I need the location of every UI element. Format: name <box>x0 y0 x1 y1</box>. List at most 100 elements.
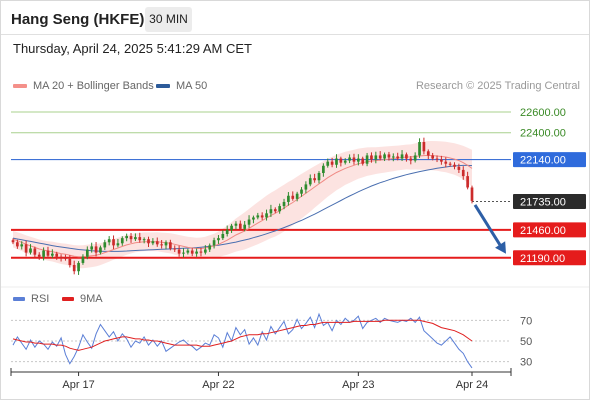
candle-body-65 <box>295 193 299 199</box>
ma50-line <box>12 164 473 252</box>
candle-body-56 <box>256 215 260 218</box>
candle-body-18 <box>90 246 94 250</box>
level-tag-4 <box>513 222 586 238</box>
candle-body-44 <box>204 249 207 253</box>
candle-body-23 <box>112 239 115 246</box>
candle-body-7 <box>42 250 45 257</box>
candle-body-22 <box>107 239 111 243</box>
candle-body-31 <box>147 239 150 244</box>
candle-body-55 <box>252 217 255 220</box>
candle-body-33 <box>155 241 159 245</box>
level-tag-2 <box>513 152 586 168</box>
candle-body-29 <box>138 237 142 241</box>
candle-body-75 <box>339 158 343 163</box>
level-label-1: 22400.00 <box>520 128 566 140</box>
candle-body-68 <box>308 178 312 185</box>
candle-body-2 <box>20 244 24 247</box>
candle-body-20 <box>99 247 102 253</box>
level-label-3: 21735.00 <box>520 196 566 208</box>
candle-body-81 <box>365 155 369 164</box>
candle-body-97 <box>435 158 439 160</box>
candle-body-83 <box>374 155 378 160</box>
level-label-2: 22140.00 <box>520 155 566 167</box>
candle-body-41 <box>190 250 194 254</box>
candle-body-27 <box>129 236 133 240</box>
candle-body-11 <box>59 256 63 258</box>
level-label-5: 21190.00 <box>520 253 565 265</box>
candle-body-62 <box>282 201 286 207</box>
candle-body-30 <box>142 239 146 241</box>
candle-body-25 <box>120 238 124 244</box>
candle-body-37 <box>173 248 177 250</box>
legend-ma50: MA 50 <box>156 80 207 92</box>
candle-body-47 <box>217 238 220 241</box>
candle-body-60 <box>273 209 277 212</box>
candle-body-34 <box>160 244 163 246</box>
legend-rsi: RSI <box>13 293 49 305</box>
candle-body-38 <box>177 249 181 254</box>
candle-body-72 <box>326 161 330 166</box>
instrument-title: Hang Seng (HKFE) <box>11 11 145 28</box>
level-tag-3 <box>513 193 586 209</box>
candle-body-61 <box>278 206 281 212</box>
candle-body-50 <box>230 225 233 230</box>
candle-body-84 <box>378 155 382 159</box>
x-tick-label-1: Apr 22 <box>202 379 234 391</box>
candle-body-26 <box>125 236 128 239</box>
rsi-swatch <box>13 297 25 302</box>
9ma-swatch <box>62 297 74 302</box>
candle-body-35 <box>164 242 168 246</box>
x-tick-label-0: Apr 17 <box>62 379 94 391</box>
candle-body-40 <box>186 250 190 253</box>
ma20-line <box>12 154 473 258</box>
research-credit: Research © 2025 Trading Central <box>415 80 580 92</box>
candle-body-43 <box>199 251 203 253</box>
chart-header: Hang Seng (HKFE) 30 MIN <box>1 1 589 35</box>
candle-body-48 <box>221 234 225 239</box>
candle-body-89 <box>400 154 404 159</box>
candle-body-16 <box>81 256 85 263</box>
level-tag-5 <box>513 250 586 266</box>
x-tick-label-3: Apr 24 <box>456 379 488 391</box>
candle-body-96 <box>431 155 434 159</box>
candle-body-91 <box>409 158 413 161</box>
candle-body-78 <box>352 157 356 162</box>
candle-body-10 <box>55 253 59 257</box>
rsi-tick-50: 50 <box>520 336 532 348</box>
candle-body-39 <box>182 252 185 254</box>
timestamp: Thursday, April 24, 2025 5:41:29 AM CET <box>13 41 252 56</box>
candle-body-24 <box>116 243 120 246</box>
candle-body-32 <box>151 241 155 244</box>
candle-body-15 <box>77 262 80 272</box>
candle-body-104 <box>466 176 469 188</box>
candle-body-85 <box>383 154 386 159</box>
candle-body-8 <box>46 250 50 256</box>
candle-body-13 <box>68 258 72 266</box>
candle-body-70 <box>317 173 321 181</box>
candle-body-93 <box>418 142 421 156</box>
candle-body-42 <box>195 251 198 254</box>
rsi-tick-70: 70 <box>520 315 532 327</box>
candle-body-101 <box>453 164 456 167</box>
ma20-swatch <box>13 84 27 89</box>
timeframe-button[interactable]: 30 MIN <box>145 7 192 32</box>
candle-body-5 <box>33 248 37 255</box>
candle-body-98 <box>440 159 443 162</box>
candle-body-3 <box>24 244 28 253</box>
candle-body-12 <box>64 257 67 259</box>
candle-body-95 <box>426 151 430 156</box>
candle-body-21 <box>103 242 107 248</box>
level-label-0: 22600.00 <box>520 107 566 119</box>
candle-body-49 <box>225 229 229 234</box>
candle-body-0 <box>11 240 15 243</box>
candle-body-59 <box>269 209 273 214</box>
candle-body-51 <box>234 223 238 226</box>
candle-body-88 <box>396 156 400 159</box>
candle-body-46 <box>212 240 216 246</box>
candle-body-71 <box>322 165 325 174</box>
candle-body-102 <box>457 166 461 170</box>
candle-body-36 <box>169 242 172 249</box>
legend-9ma: 9MA <box>62 293 103 305</box>
candle-body-100 <box>448 163 452 165</box>
